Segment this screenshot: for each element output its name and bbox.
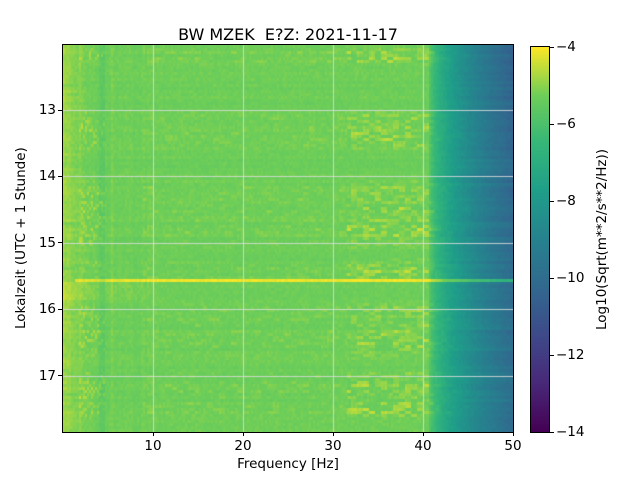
colorbar-tick-label: −4: [556, 39, 576, 55]
plot-title: BW MZEK E?Z: 2021-11-17: [178, 25, 398, 44]
y-tick-mark: [58, 109, 62, 111]
colorbar-tick-mark: [550, 123, 554, 125]
x-axis-label: Frequency [Hz]: [237, 456, 339, 472]
plot-area: [62, 44, 514, 433]
x-tick-mark: [512, 432, 514, 436]
x-tick-label: 40: [414, 438, 432, 454]
colorbar-canvas: [531, 47, 549, 432]
y-tick-mark: [58, 375, 62, 377]
y-tick-label: 16: [38, 301, 56, 318]
colorbar-tick-mark: [550, 354, 554, 356]
colorbar-tick-mark: [550, 431, 554, 433]
x-tick-label: 50: [504, 438, 522, 454]
colorbar: [530, 46, 550, 433]
x-tick-mark: [152, 432, 154, 436]
y-tick-mark: [58, 308, 62, 310]
y-tick-mark: [58, 175, 62, 177]
x-tick-mark: [422, 432, 424, 436]
colorbar-tick-label: −6: [556, 116, 576, 132]
x-tick-mark: [242, 432, 244, 436]
colorbar-tick-label: −12: [556, 347, 585, 363]
colorbar-label: Log10(Sqrt(m**2/s**2/Hz)): [594, 148, 610, 331]
y-tick-label: 13: [38, 102, 56, 119]
colorbar-tick-mark: [550, 46, 554, 48]
colorbar-tick-mark: [550, 200, 554, 202]
colorbar-tick-label: −14: [556, 424, 585, 440]
y-tick-label: 14: [38, 168, 56, 185]
y-tick-label: 17: [38, 367, 56, 384]
x-tick-label: 20: [234, 438, 252, 454]
x-tick-label: 30: [324, 438, 342, 454]
colorbar-tick-label: −8: [556, 193, 576, 209]
x-tick-mark: [332, 432, 334, 436]
y-tick-mark: [58, 242, 62, 244]
y-tick-label: 15: [38, 234, 56, 251]
spectrogram-canvas: [63, 45, 513, 432]
colorbar-tick-mark: [550, 277, 554, 279]
colorbar-tick-label: −10: [556, 270, 585, 286]
x-tick-label: 10: [144, 438, 162, 454]
